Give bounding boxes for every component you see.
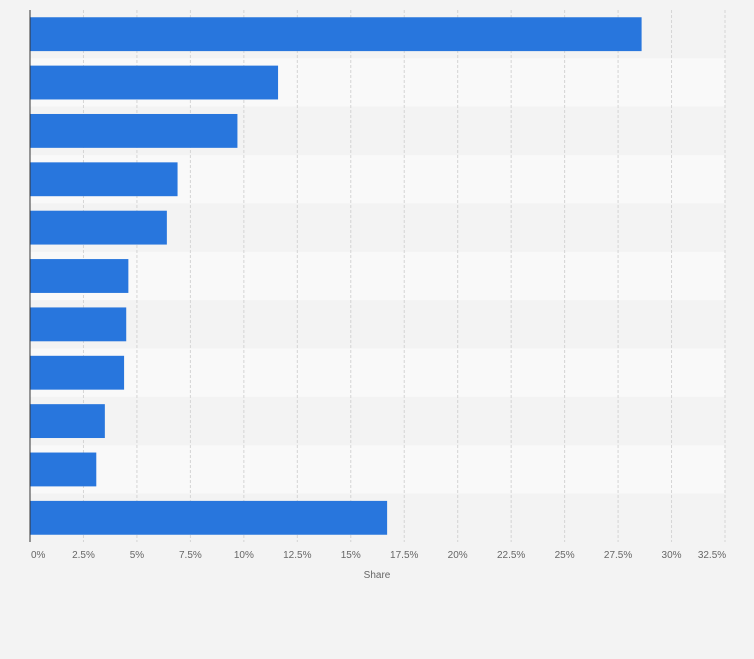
bar[interactable] <box>30 404 105 439</box>
x-tick-label: 15% <box>341 550 361 561</box>
x-tick-label: 27.5% <box>604 550 632 561</box>
x-tick-label: 0% <box>31 550 46 561</box>
x-tick-label: 7.5% <box>179 550 202 561</box>
bar[interactable] <box>30 259 129 293</box>
x-tick-label: 2.5% <box>72 550 95 561</box>
x-tick-label: 20% <box>448 550 468 561</box>
bar[interactable] <box>30 65 279 100</box>
row-band <box>30 251 725 301</box>
row-band <box>30 300 725 349</box>
bar[interactable] <box>30 500 388 535</box>
x-tick-label: 5% <box>130 550 145 561</box>
x-tick-label: 30% <box>662 550 682 561</box>
bar[interactable] <box>30 210 167 245</box>
x-tick-label: 10% <box>234 550 254 561</box>
row-band <box>30 348 725 397</box>
x-axis-title: Share <box>364 570 391 581</box>
bar[interactable] <box>30 307 127 342</box>
bar[interactable] <box>30 162 178 197</box>
x-tick-label: 17.5% <box>390 550 418 561</box>
x-tick-label: 22.5% <box>497 550 525 561</box>
bar[interactable] <box>30 113 238 148</box>
bars <box>30 17 642 535</box>
bar[interactable] <box>30 355 125 390</box>
x-axis-ticks: 0% 2.5% 5% 7.5% 10% 12.5% 15% 17.5% 20% 22.5% 25% 2… <box>31 550 726 561</box>
row-band <box>30 396 725 446</box>
row-band <box>30 445 725 494</box>
bar[interactable] <box>30 17 642 52</box>
x-tick-label: 12.5% <box>283 550 311 561</box>
x-tick-label: 32.5% <box>698 550 726 561</box>
bar[interactable] <box>30 452 97 487</box>
x-tick-label: 25% <box>555 550 575 561</box>
